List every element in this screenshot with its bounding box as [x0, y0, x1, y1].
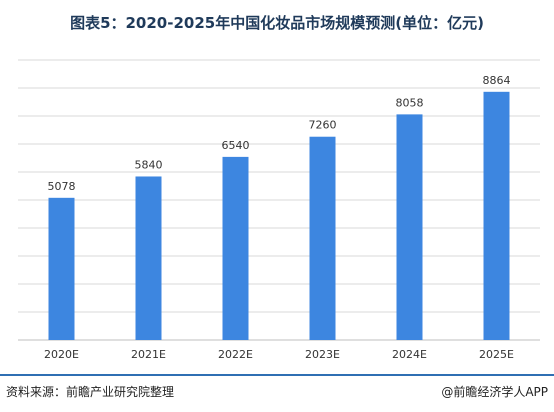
bar-2020E — [48, 197, 75, 340]
bar-2023E — [309, 136, 336, 340]
x-tick-label-2025E: 2025E — [479, 348, 514, 361]
bar-2021E — [135, 176, 162, 340]
chart-title: 图表5：2020-2025年中国化妆品市场规模预测(单位：亿元) — [70, 14, 484, 32]
bar-2024E — [396, 114, 423, 340]
data-label-2020E: 5078 — [48, 180, 76, 193]
x-tick-label-2020E: 2020E — [44, 348, 79, 361]
data-label-2025E: 8864 — [483, 74, 511, 87]
bar-chart: 5078 2020E 5840 2021E 6540 2022E 7260 2023E 8058… — [18, 59, 540, 361]
brand-credit: @前瞻经济学人APP — [441, 385, 548, 399]
x-tick-label-2024E: 2024E — [392, 348, 427, 361]
data-label-2021E: 5840 — [135, 158, 163, 171]
bar-2022E — [222, 156, 249, 340]
source-note: 资料来源：前瞻产业研究院整理 — [6, 385, 175, 399]
data-label-2024E: 8058 — [396, 96, 424, 109]
x-tick-label-2023E: 2023E — [305, 348, 340, 361]
x-tick-label-2021E: 2021E — [131, 348, 166, 361]
x-tick-label-2022E: 2022E — [218, 348, 253, 361]
data-label-2022E: 6540 — [222, 139, 250, 152]
bar-2025E — [483, 91, 510, 340]
footer-divider — [0, 374, 554, 376]
data-label-2023E: 7260 — [309, 119, 337, 132]
